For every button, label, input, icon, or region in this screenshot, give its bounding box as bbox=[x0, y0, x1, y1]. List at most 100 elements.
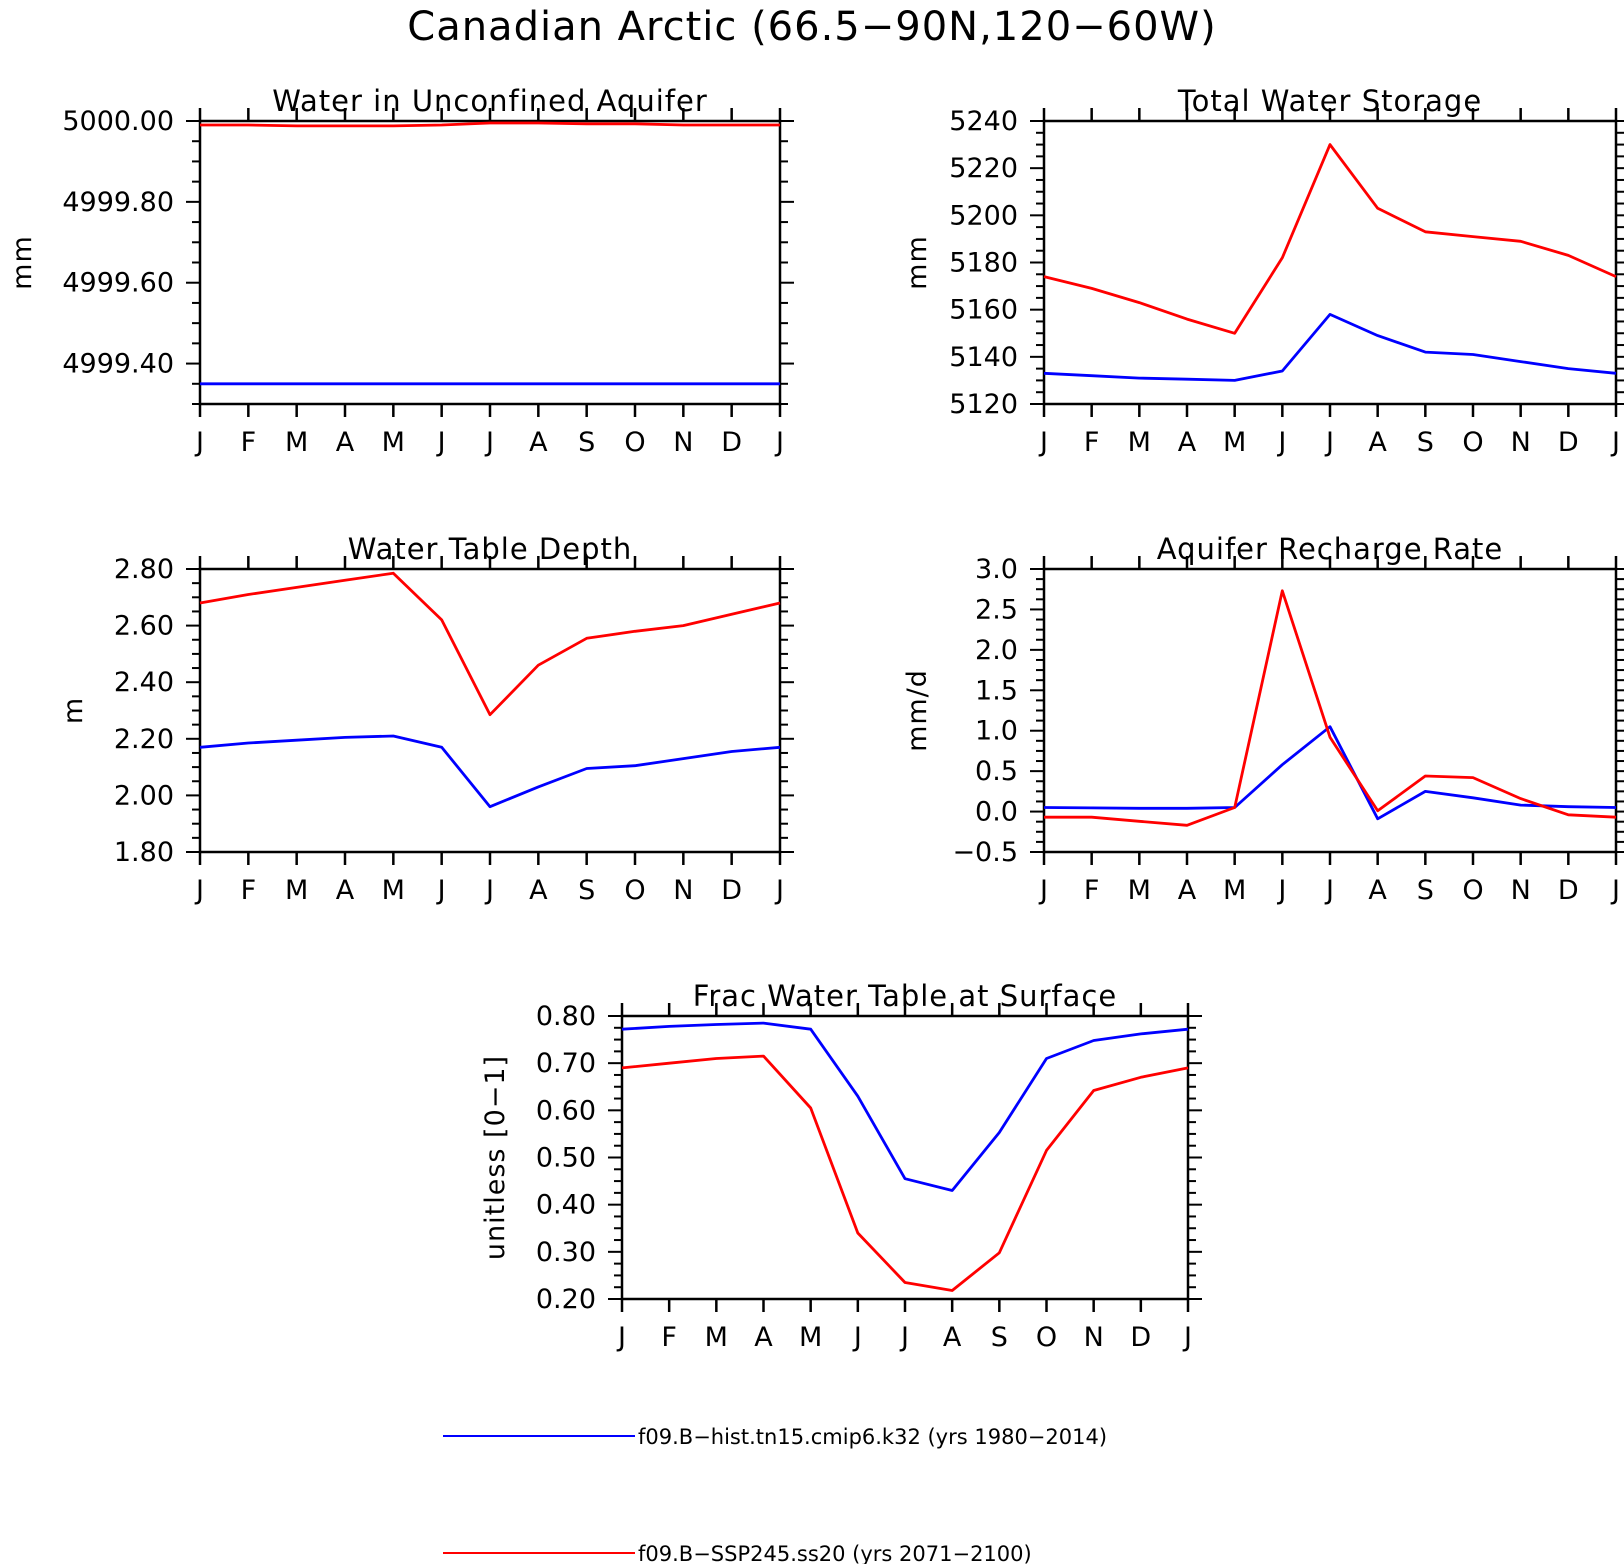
x-tick-label: D bbox=[721, 875, 742, 906]
x-tick-label: F bbox=[241, 427, 257, 458]
x-tick-label: D bbox=[1558, 427, 1579, 458]
y-tick-label: 2.60 bbox=[114, 611, 174, 642]
x-tick-label: A bbox=[336, 875, 355, 906]
x-tick-label: S bbox=[991, 1322, 1008, 1353]
x-tick-label: A bbox=[529, 875, 548, 906]
x-tick-label: M bbox=[382, 875, 405, 906]
x-tick-label: M bbox=[799, 1322, 822, 1353]
plot-frame bbox=[198, 119, 782, 406]
y-axis-label: mm/d bbox=[902, 669, 933, 752]
y-tick-label: 1.0 bbox=[975, 716, 1018, 747]
legend-label-hist: f09.B−hist.tn15.cmip6.k32 (yrs 1980−2014… bbox=[638, 1425, 1107, 1449]
series-line-ssp bbox=[199, 571, 781, 717]
x-tick-label: J bbox=[1182, 1322, 1192, 1353]
y-tick-label: 2.0 bbox=[975, 635, 1018, 666]
plot-frame bbox=[198, 567, 782, 854]
series-line-ssp bbox=[621, 1054, 1189, 1292]
x-tick-label: N bbox=[1511, 427, 1531, 458]
x-tick-label: J bbox=[484, 875, 494, 906]
y-tick-label: 1.5 bbox=[975, 675, 1018, 706]
x-tick-label: N bbox=[673, 427, 693, 458]
series-line-hist bbox=[199, 734, 781, 809]
x-tick-label: A bbox=[1368, 875, 1387, 906]
x-tick-label: O bbox=[1036, 1322, 1057, 1353]
x-tick-label: M bbox=[285, 875, 308, 906]
x-tick-label: A bbox=[529, 427, 548, 458]
x-tick-label: J bbox=[1276, 875, 1286, 906]
x-tick-label: D bbox=[1558, 875, 1579, 906]
x-tick-label: J bbox=[616, 1322, 626, 1353]
y-tick-label: 3.0 bbox=[975, 554, 1018, 585]
series-line-hist bbox=[1043, 725, 1617, 821]
x-tick-label: O bbox=[1462, 427, 1483, 458]
x-tick-label: O bbox=[1462, 875, 1483, 906]
x-tick-label: A bbox=[754, 1322, 773, 1353]
x-tick-label: S bbox=[1417, 427, 1434, 458]
figure-title: Canadian Arctic (66.5−90N,120−60W) bbox=[407, 4, 1216, 50]
y-axis-label: mm bbox=[7, 235, 38, 290]
y-tick-label: 0.0 bbox=[975, 797, 1018, 828]
x-tick-label: M bbox=[705, 1322, 728, 1353]
y-tick-label: −0.5 bbox=[952, 837, 1018, 868]
x-tick-label: J bbox=[899, 1322, 909, 1353]
x-tick-label: M bbox=[1223, 875, 1246, 906]
x-tick-label: M bbox=[382, 427, 405, 458]
x-tick-label: J bbox=[194, 875, 204, 906]
x-tick-label: J bbox=[1324, 427, 1334, 458]
series-line-hist bbox=[621, 1021, 1189, 1192]
y-tick-label: 5240 bbox=[949, 106, 1018, 137]
y-tick-label: 0.40 bbox=[536, 1190, 596, 1221]
y-axis-label: mm bbox=[902, 235, 933, 290]
legend: f09.B−hist.tn15.cmip6.k32 (yrs 1980−2014… bbox=[443, 1425, 1107, 1564]
x-tick-label: M bbox=[1223, 427, 1246, 458]
x-tick-label: D bbox=[1130, 1322, 1151, 1353]
x-tick-label: A bbox=[1178, 875, 1197, 906]
y-tick-label: 0.60 bbox=[536, 1095, 596, 1126]
x-tick-label: J bbox=[1276, 427, 1286, 458]
x-tick-label: A bbox=[1178, 427, 1197, 458]
y-tick-label: 5120 bbox=[949, 389, 1018, 420]
y-tick-label: 2.20 bbox=[114, 724, 174, 755]
y-tick-label: 5180 bbox=[949, 248, 1018, 279]
y-tick-label: 5200 bbox=[949, 200, 1018, 231]
series-line-ssp bbox=[200, 121, 780, 128]
x-tick-label: N bbox=[1511, 875, 1531, 906]
x-tick-label: F bbox=[1084, 875, 1100, 906]
x-tick-label: S bbox=[1417, 875, 1434, 906]
y-tick-label: 5160 bbox=[949, 295, 1018, 326]
y-tick-label: 0.70 bbox=[536, 1048, 596, 1079]
x-tick-label: D bbox=[721, 427, 742, 458]
plot-frame bbox=[1042, 119, 1618, 406]
y-tick-label: 2.80 bbox=[114, 554, 174, 585]
x-tick-label: F bbox=[661, 1322, 677, 1353]
y-tick-label: 2.5 bbox=[975, 594, 1018, 625]
x-tick-label: J bbox=[484, 427, 494, 458]
y-tick-label: 2.00 bbox=[114, 780, 174, 811]
x-tick-label: J bbox=[852, 1322, 862, 1353]
x-tick-label: F bbox=[1084, 427, 1100, 458]
y-tick-label: 5000.00 bbox=[62, 106, 174, 137]
y-tick-label: 0.20 bbox=[536, 1284, 596, 1315]
x-tick-label: N bbox=[673, 875, 693, 906]
x-tick-label: J bbox=[1610, 427, 1620, 458]
x-tick-label: J bbox=[774, 427, 784, 458]
x-tick-label: M bbox=[1128, 427, 1151, 458]
x-tick-label: S bbox=[578, 875, 595, 906]
y-tick-label: 0.30 bbox=[536, 1237, 596, 1268]
y-tick-label: 4999.40 bbox=[62, 349, 174, 380]
x-tick-label: J bbox=[436, 875, 446, 906]
series-line-hist bbox=[1043, 312, 1617, 382]
y-tick-label: 4999.60 bbox=[62, 268, 174, 299]
x-tick-label: F bbox=[241, 875, 257, 906]
x-tick-label: J bbox=[1610, 875, 1620, 906]
y-tick-label: 0.80 bbox=[536, 1001, 596, 1032]
legend-label-ssp: f09.B−SSP245.ss20 (yrs 2071−2100) bbox=[638, 1542, 1032, 1564]
x-tick-label: A bbox=[943, 1322, 962, 1353]
x-tick-label: J bbox=[1038, 875, 1048, 906]
